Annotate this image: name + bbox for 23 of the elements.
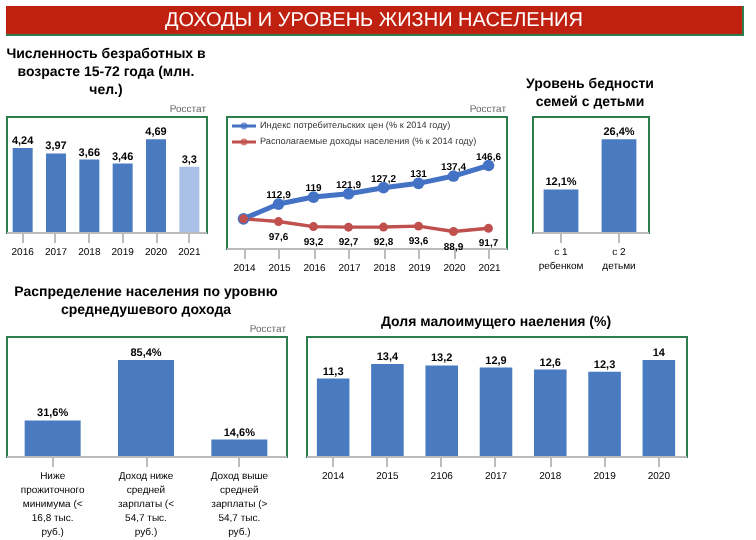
point [344, 222, 353, 232]
bar [479, 367, 513, 456]
bar [642, 360, 676, 456]
bar [179, 166, 200, 232]
point [307, 191, 320, 203]
point [379, 222, 388, 232]
bar [425, 365, 458, 456]
bar [146, 139, 166, 232]
bar [79, 159, 100, 232]
bar [371, 364, 404, 456]
point [484, 223, 493, 233]
bar [12, 148, 33, 232]
bar [112, 163, 133, 232]
point [274, 217, 283, 227]
bar [588, 371, 621, 456]
point [412, 177, 425, 190]
point [414, 221, 423, 231]
text: ДОХОДЫ И УРОВЕНЬ ЖИЗНИ НАСЕЛЕНИЯ [165, 10, 583, 32]
point [449, 227, 458, 236]
bar [316, 378, 350, 456]
bar [46, 153, 66, 232]
bar [534, 369, 567, 456]
point [309, 222, 318, 232]
